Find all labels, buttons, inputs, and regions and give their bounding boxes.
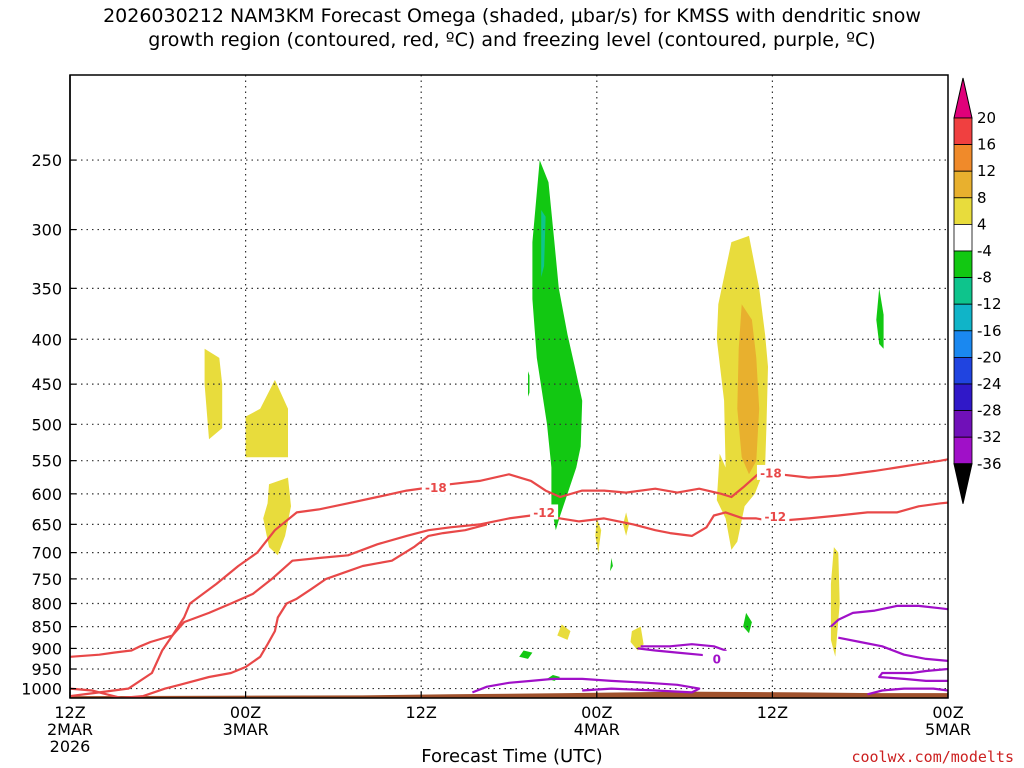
colorbar-box-11 bbox=[953, 410, 973, 438]
colorbar-bottom-triangle bbox=[953, 463, 973, 504]
x-tick-label-60-1: 5MAR bbox=[925, 720, 971, 739]
source-credit[interactable]: coolwx.com/modelts bbox=[851, 748, 1014, 766]
y-tick-label-950: 950 bbox=[31, 660, 62, 679]
contour-line-4 bbox=[471, 677, 701, 694]
colorbar-box-9 bbox=[953, 356, 973, 385]
colorbar-top-triangle bbox=[953, 77, 973, 119]
contour-label-bg-0-0 bbox=[421, 479, 450, 495]
terrain-fill bbox=[70, 691, 948, 698]
colorbar-label-10: -24 bbox=[977, 375, 1002, 393]
colorbar: 20 16 12 8 4 -4 -8 -12 -16 -20 -24 -28 -32 -36 bbox=[953, 77, 1002, 504]
y-tick-label-400: 400 bbox=[31, 330, 62, 349]
contour-line-6 bbox=[838, 636, 948, 662]
colorbar-label-0: 20 bbox=[977, 109, 996, 127]
y-tick-label-750: 750 bbox=[31, 570, 62, 589]
colorbar-label-2: 12 bbox=[977, 162, 996, 180]
title-line-1: 2026030212 NAM3KM Forecast Omega (shaded… bbox=[103, 5, 921, 27]
omega-shade-12 bbox=[557, 624, 571, 640]
colorbar-box-2 bbox=[953, 170, 973, 199]
colorbar-box-10 bbox=[953, 383, 973, 412]
colorbar-label-5: -4 bbox=[977, 242, 992, 260]
x-tick-label-60-0: 00Z bbox=[932, 703, 963, 722]
x-tick-label-0-1: 2MAR bbox=[47, 720, 93, 739]
chart-title: 2026030212 NAM3KM Forecast Omega (shaded… bbox=[0, 4, 1024, 52]
omega-shade-11 bbox=[610, 558, 613, 572]
x-tick-label-36-1: 4MAR bbox=[574, 720, 620, 739]
contour-label-1-0: -12 bbox=[533, 506, 555, 520]
colorbar-box-5 bbox=[953, 250, 973, 279]
contour-line-8 bbox=[867, 687, 948, 696]
colorbar-label-11: -28 bbox=[977, 402, 1002, 420]
plot-content: -18 -18 -12 -12 0 bbox=[70, 75, 948, 698]
colorbar-label-6: -8 bbox=[977, 269, 992, 287]
title-line-2: growth region (contoured, red, ºC) and f… bbox=[148, 29, 876, 51]
omega-shade-4 bbox=[541, 210, 546, 278]
omega-shade-7 bbox=[737, 304, 760, 475]
x-tick-label-36-0: 00Z bbox=[581, 703, 612, 722]
x-tick-label-0-0: 12Z bbox=[54, 703, 85, 722]
colorbar-label-4: 4 bbox=[977, 215, 987, 233]
x-tick-label-12-0: 00Z bbox=[230, 703, 261, 722]
x-tick-label-12-1: 3MAR bbox=[223, 720, 269, 739]
contour-line-7 bbox=[878, 667, 948, 683]
y-tick-label-1000: 1000 bbox=[21, 680, 62, 699]
omega-shade-8 bbox=[876, 288, 884, 349]
contour-label-bg-0-1 bbox=[756, 464, 785, 480]
omega-shade-3 bbox=[532, 160, 583, 531]
x-axis-label: Forecast Time (UTC) bbox=[421, 746, 603, 767]
omega-shade-5 bbox=[528, 371, 530, 397]
omega-shade-1 bbox=[245, 379, 288, 458]
y-tick-label-500: 500 bbox=[31, 415, 62, 434]
colorbar-box-3 bbox=[953, 197, 973, 225]
y-tick-label-450: 450 bbox=[31, 375, 62, 394]
omega-shade-14 bbox=[743, 612, 752, 634]
y-tick-label-650: 650 bbox=[31, 515, 62, 534]
omega-shade-16 bbox=[519, 650, 533, 659]
contour-label-bg-3-0 bbox=[702, 650, 731, 666]
colorbar-label-12: -32 bbox=[977, 428, 1002, 446]
y-tick-label-550: 550 bbox=[31, 452, 62, 471]
contour-label-0-0: -18 bbox=[425, 481, 447, 495]
y-tick-label-900: 900 bbox=[31, 639, 62, 658]
x-tick-label-24-0: 12Z bbox=[406, 703, 437, 722]
omega-shade-13 bbox=[630, 626, 644, 651]
colorbar-box-1 bbox=[953, 144, 973, 172]
contour-line-2 bbox=[70, 523, 488, 698]
y-tick-label-600: 600 bbox=[31, 485, 62, 504]
contour-label-bg-1-1 bbox=[761, 508, 790, 524]
plot-area bbox=[70, 75, 948, 698]
colorbar-box-7 bbox=[953, 303, 973, 332]
colorbar-box-8 bbox=[953, 330, 973, 358]
contour-line-5 bbox=[830, 604, 948, 628]
colorbar-box-0 bbox=[953, 117, 973, 146]
omega-shade-0 bbox=[204, 348, 223, 440]
contour-label-bg-1-0 bbox=[530, 504, 559, 520]
colorbar-box-4 bbox=[953, 223, 973, 252]
y-tick-label-300: 300 bbox=[31, 221, 62, 240]
colorbar-label-3: 8 bbox=[977, 189, 987, 207]
y-tick-label-350: 350 bbox=[31, 279, 62, 298]
colorbar-label-8: -16 bbox=[977, 322, 1002, 340]
colorbar-label-7: -12 bbox=[977, 295, 1002, 313]
colorbar-label-9: -20 bbox=[977, 348, 1002, 366]
colorbar-box-6 bbox=[953, 277, 973, 305]
y-tick-label-250: 250 bbox=[31, 151, 62, 170]
y-tick-label-800: 800 bbox=[31, 595, 62, 614]
colorbar-label-1: 16 bbox=[977, 136, 996, 154]
omega-shade-15 bbox=[830, 547, 840, 657]
contour-label-0-1: -18 bbox=[760, 466, 782, 480]
x-tick-label-48-0: 12Z bbox=[757, 703, 788, 722]
colorbar-box-12 bbox=[953, 436, 973, 465]
y-tick-label-850: 850 bbox=[31, 618, 62, 637]
y-tick-label-700: 700 bbox=[31, 544, 62, 563]
contour-label-3-0: 0 bbox=[713, 652, 721, 666]
x-tick-label-0-2: 2026 bbox=[50, 737, 91, 756]
contour-label-1-1: -12 bbox=[764, 510, 786, 524]
colorbar-label-13: -36 bbox=[977, 455, 1002, 473]
